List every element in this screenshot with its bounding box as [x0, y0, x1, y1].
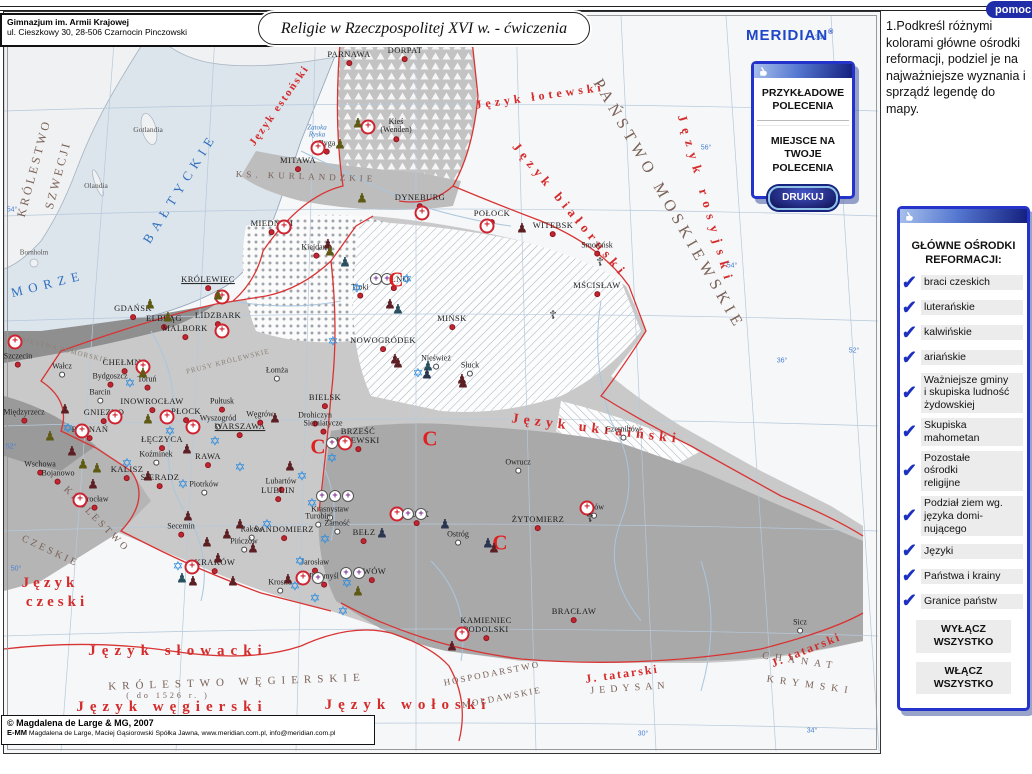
checkmark-icon[interactable]: ✔: [901, 271, 917, 293]
legend-item-label: kalwińskie: [921, 325, 1023, 340]
legend-title: GŁÓWNE OŚRODKI REFORMACJI:: [911, 240, 1016, 267]
school-address: ul. Cieszkowy 30, 28-506 Czarnocin Pincz…: [7, 27, 187, 37]
brand-logo: MERIDIAN®: [746, 27, 835, 44]
legend-item-label: Podział ziem wg. języka domi- nującego: [921, 495, 1023, 537]
help-button[interactable]: pomoc: [986, 1, 1032, 18]
legend-item-2[interactable]: ✔ kalwińskie: [901, 321, 1023, 343]
checkmark-icon[interactable]: ✔: [901, 381, 917, 403]
checkmark-icon[interactable]: ✔: [901, 346, 917, 368]
legend-item-label: Skupiska mahometan: [921, 417, 1023, 446]
legend-item-5[interactable]: ✔ Skupiska mahometan: [901, 417, 1023, 446]
legend-item-0[interactable]: ✔ braci czeskich: [901, 271, 1023, 293]
checkmark-icon[interactable]: ✔: [901, 321, 917, 343]
sample-commands-button[interactable]: PRZYKŁADOWE POLECENIA: [761, 87, 845, 113]
legend-item-label: ariańskie: [921, 350, 1023, 365]
top-rule-2: [0, 10, 1032, 11]
legend-item-9[interactable]: ✔ Państwa i krainy: [901, 565, 1023, 587]
checkmark-icon[interactable]: ✔: [901, 505, 917, 527]
commands-panel-header[interactable]: [754, 64, 852, 78]
legend-item-label: luterańskie: [921, 300, 1023, 315]
legend-buttons: WYŁĄCZ WSZYSTKO WŁĄCZ WSZYSTKO: [900, 620, 1027, 694]
school-name: Gimnazjum im. Armii Krajowej: [7, 17, 130, 27]
exercise-instructions: 1.Podkreśl różnymi kolorami główne ośrod…: [886, 19, 1026, 116]
custom-commands-button[interactable]: MIEJSCE NA TWOJE POLECENIA: [770, 135, 836, 174]
legend-items: ✔ braci czeskich ✔ luterańskie ✔ kalwińskie ✔ a…: [900, 271, 1027, 612]
commands-panel: PRZYKŁADOWE POLECENIA MIEJSCE NA TWOJE P…: [751, 61, 855, 210]
legend-item-label: Państwa i krainy: [921, 568, 1023, 584]
checkmark-icon[interactable]: ✔: [901, 296, 917, 318]
legend-panel: GŁÓWNE OŚRODKI REFORMACJI: ✔ braci czeski…: [897, 206, 1030, 711]
checkmark-icon[interactable]: ✔: [901, 459, 917, 481]
map-terrain: [4, 12, 880, 753]
legend-item-7[interactable]: ✔ Podział ziem wg. języka domi- nującego: [901, 495, 1023, 537]
hand-pointer-icon: [760, 66, 767, 76]
hand-pointer-icon: [906, 211, 913, 221]
legend-item-10[interactable]: ✔ Granice państw: [901, 590, 1023, 612]
map-canvas[interactable]: [3, 11, 881, 754]
legend-item-4[interactable]: ✔ Ważniejsze gminy i skupiska ludność żyd…: [901, 372, 1023, 413]
copyright-line: © Magdalena de Large & MG, 2007: [7, 718, 154, 728]
checkmark-icon[interactable]: ✔: [901, 420, 917, 442]
checkmark-icon[interactable]: ✔: [901, 565, 917, 587]
legend-item-1[interactable]: ✔ luterańskie: [901, 296, 1023, 318]
legend-item-label: Granice państw: [921, 593, 1023, 609]
top-rule-1: [0, 6, 1032, 7]
school-info-box: Gimnazjum im. Armii Krajowej ul. Cieszko…: [0, 13, 306, 47]
checkmark-icon[interactable]: ✔: [901, 590, 917, 612]
commands-divider: [757, 120, 849, 127]
checkmark-icon[interactable]: ✔: [901, 540, 917, 562]
legend-item-8[interactable]: ✔ Języki: [901, 540, 1023, 562]
publisher-line: E-MM Magdalena de Large, Maciej Gąsiorow…: [7, 728, 336, 737]
legend-item-label: braci czeskich: [921, 275, 1023, 290]
enable-all-button[interactable]: WŁĄCZ WSZYSTKO: [916, 661, 1011, 694]
print-button[interactable]: DRUKUJ: [768, 185, 838, 210]
disable-all-button[interactable]: WYŁĄCZ WSZYSTKO: [916, 620, 1011, 653]
legend-item-label: Pozostałe ośrodki religijne: [921, 450, 1023, 491]
page-title: Religie w Rzeczpospolitej XVI w. - ćwicz…: [258, 12, 590, 45]
legend-item-label: Języki: [921, 543, 1023, 559]
legend-item-label: Ważniejsze gminy i skupiska ludność żydo…: [921, 372, 1023, 413]
copyright-box: © Magdalena de Large & MG, 2007 E-MM Mag…: [1, 715, 375, 745]
legend-panel-header[interactable]: [900, 209, 1027, 223]
legend-item-6[interactable]: ✔ Pozostałe ośrodki religijne: [901, 450, 1023, 491]
legend-item-3[interactable]: ✔ ariańskie: [901, 346, 1023, 368]
